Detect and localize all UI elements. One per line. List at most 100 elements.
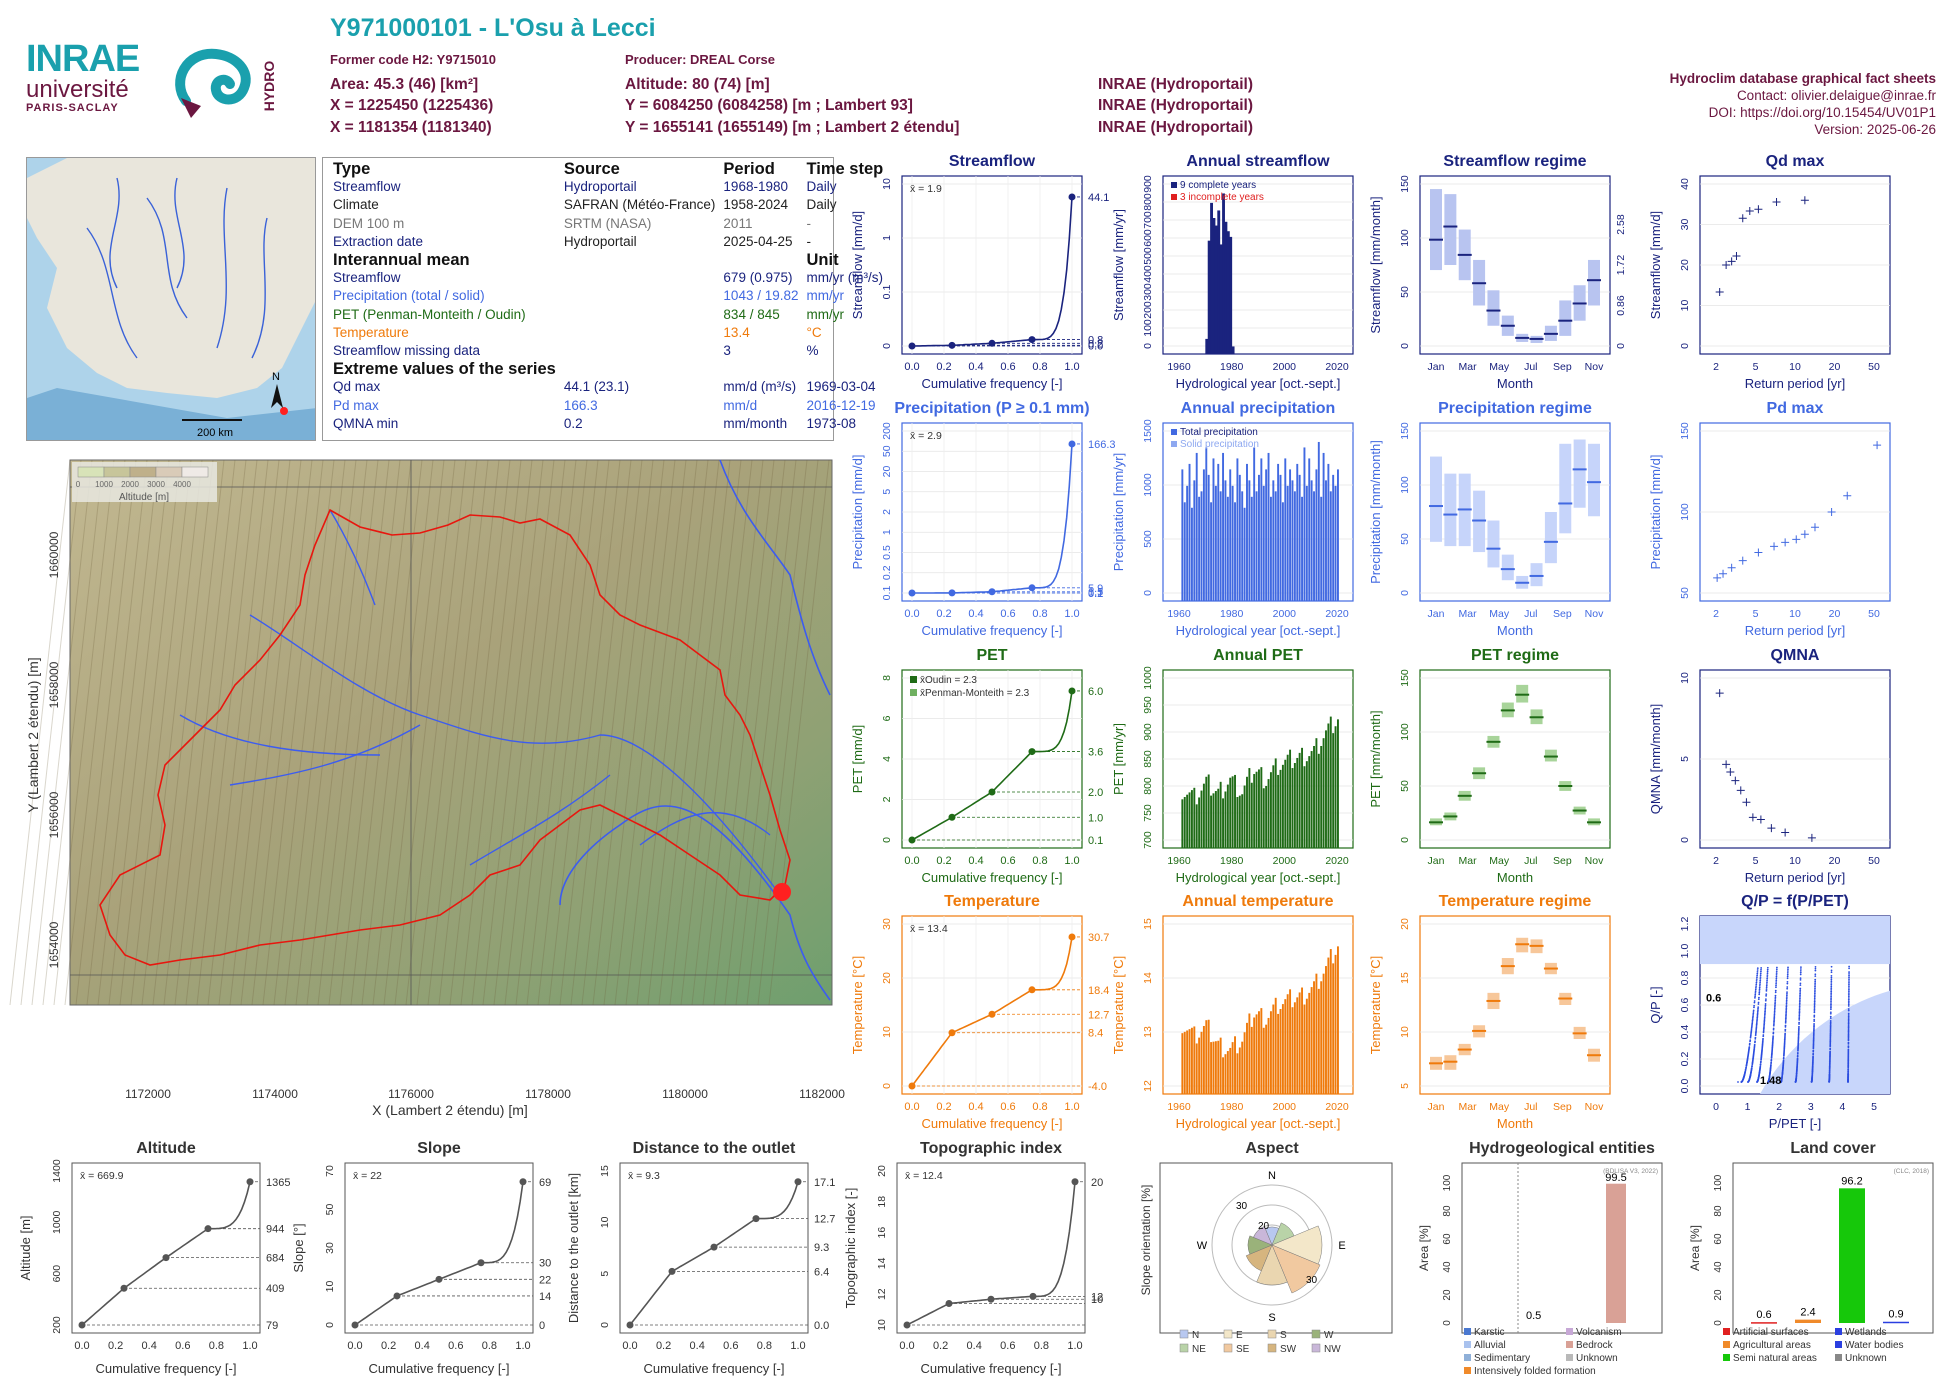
bar xyxy=(1205,776,1208,848)
right-tick: 18.4 xyxy=(1088,985,1109,997)
bar xyxy=(1337,469,1339,601)
chart-title: Altitude xyxy=(136,1140,196,1157)
bar xyxy=(1210,795,1213,848)
quantile-point xyxy=(908,589,916,597)
y-tick: 0 xyxy=(881,343,893,349)
y-axis-label: Slope orientation [%] xyxy=(1139,1185,1153,1296)
qp-point xyxy=(1828,1073,1831,1076)
qp-point xyxy=(1799,996,1801,998)
qp-point xyxy=(1774,1001,1777,1004)
qp-point xyxy=(1813,1029,1815,1032)
quantile-point xyxy=(78,1321,86,1329)
bar xyxy=(1188,1029,1191,1094)
x-tick: 20 xyxy=(1829,361,1841,373)
right-tick: 69 xyxy=(539,1177,551,1189)
qp-point xyxy=(1759,1067,1761,1070)
quantile-point xyxy=(903,1321,911,1329)
table-row-3-2: 2025-04-25 xyxy=(723,233,793,249)
contact[interactable]: Contact: olivier.delaigue@inrae.fr xyxy=(1736,88,1936,103)
qp-point xyxy=(1773,1017,1776,1020)
qp-point xyxy=(1785,1002,1788,1005)
mean-row-1-3: mm/yr xyxy=(806,288,845,304)
qp-point xyxy=(1814,989,1816,991)
x-axis-label: Return period [yr] xyxy=(1745,623,1845,638)
qp-point xyxy=(1762,1028,1765,1031)
x-tick: 0.8 xyxy=(1032,361,1047,373)
qp-point xyxy=(1828,1076,1831,1079)
quantile-point xyxy=(246,1178,254,1186)
qp-point xyxy=(1799,982,1802,985)
bar xyxy=(1320,746,1323,848)
x-axis-label: Cumulative frequency [-] xyxy=(922,623,1063,638)
bar xyxy=(1212,218,1216,354)
frequency-point xyxy=(1800,196,1809,205)
chart-annual_temperature: Annual temperature Hydrological year [oct… xyxy=(1111,893,1354,1131)
y-tick: 1.2 xyxy=(1679,917,1691,932)
qp-point xyxy=(1784,1017,1787,1020)
qp-point xyxy=(1751,1064,1753,1067)
bar xyxy=(1327,723,1330,848)
qp-point xyxy=(1758,1069,1761,1072)
qp-point xyxy=(1783,1039,1786,1042)
bar xyxy=(1315,973,1318,1094)
map-ylabel: Y (Lambert 2 étendu) [m] xyxy=(25,657,41,812)
bar xyxy=(1214,791,1217,848)
bar xyxy=(1327,463,1330,601)
x-tick: 0.0 xyxy=(74,1340,89,1352)
bar xyxy=(1281,764,1284,848)
frequency-point xyxy=(1781,828,1790,837)
source-3: INRAE (Hydroportail) xyxy=(1098,119,1253,136)
ring-label: 20 xyxy=(1258,1221,1270,1232)
bar xyxy=(1207,474,1210,601)
qp-point xyxy=(1798,1008,1801,1011)
y-axis-label: Altitude [m] xyxy=(18,1215,33,1280)
bar xyxy=(1229,1047,1232,1094)
legend-label: SE xyxy=(1236,1344,1250,1355)
x-tick: 2 xyxy=(1776,1101,1782,1113)
bar xyxy=(1317,988,1320,1094)
x-tick: 1 xyxy=(1745,1101,1751,1113)
qp-point xyxy=(1800,966,1802,969)
x-axis-label: Cumulative frequency [-] xyxy=(922,870,1063,885)
legend-label: Semi natural areas xyxy=(1733,1353,1817,1364)
bar xyxy=(1188,463,1191,601)
bar xyxy=(1298,752,1301,848)
qp-point xyxy=(1756,1010,1759,1013)
x-lambert2e: X = 1181354 (1181340) xyxy=(330,119,492,136)
x-tick: Mar xyxy=(1459,855,1478,867)
x-axis-label: Month xyxy=(1497,376,1533,391)
qp-point xyxy=(1770,1061,1773,1064)
qp-point xyxy=(1755,986,1757,989)
source-note: (BDLISA V3, 2022) xyxy=(1603,1168,1658,1175)
bar xyxy=(1217,788,1220,848)
y-tick: 0.2 xyxy=(1679,1052,1691,1067)
x-tick: 0.0 xyxy=(904,608,919,620)
x-tick: May xyxy=(1489,608,1510,620)
producer: Producer: DREAL Corse xyxy=(625,52,776,67)
chart-title: Streamflow regime xyxy=(1443,153,1586,170)
qp-point xyxy=(1812,1042,1815,1044)
bar xyxy=(1305,761,1308,848)
y-tick: 40 xyxy=(1713,1261,1724,1273)
qp-point xyxy=(1763,1015,1766,1017)
bar xyxy=(1258,1011,1260,1094)
mean-label: x̄ = 669.9 xyxy=(80,1170,124,1182)
bar xyxy=(1301,987,1304,1094)
qp-point xyxy=(1799,992,1801,995)
y-tick: 700 xyxy=(1142,831,1154,849)
qp-point xyxy=(1829,1047,1832,1050)
y-tick: 5 xyxy=(881,489,893,495)
chart-title: PET regime xyxy=(1471,647,1559,664)
chart-streamflow_regime: Streamflow regime Month Streamflow [mm/mon… xyxy=(1368,153,1627,391)
regime-box xyxy=(1501,554,1514,581)
qp-point xyxy=(1747,1055,1749,1058)
x-axis-label: Cumulative frequency [-] xyxy=(922,1116,1063,1131)
qp-point xyxy=(1740,1081,1743,1083)
qp-point xyxy=(1764,1004,1767,1007)
quantile-point xyxy=(1068,933,1076,941)
qp-point xyxy=(1799,997,1801,1000)
quantile-point xyxy=(1029,1292,1037,1300)
qp-point xyxy=(1785,1004,1788,1006)
doi-link[interactable]: DOI: https://doi.org/10.15454/UV01P1 xyxy=(1708,105,1936,120)
qp-point xyxy=(1848,981,1850,984)
